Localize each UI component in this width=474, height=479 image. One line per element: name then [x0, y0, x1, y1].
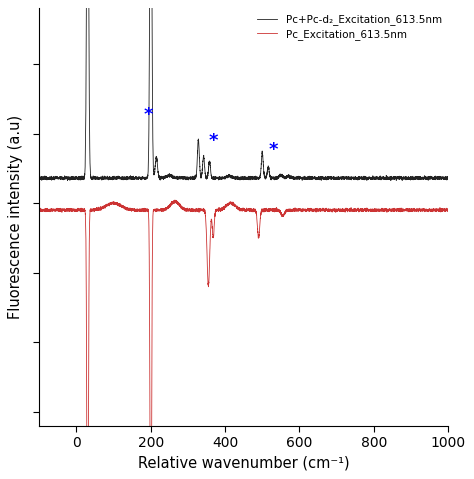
- Pc+Pc-d₂_Excitation_613.5nm: [184, 175, 190, 181]
- Y-axis label: Fluorescence intensity (a.u): Fluorescence intensity (a.u): [9, 115, 23, 319]
- Line: Pc+Pc-d₂_Excitation_613.5nm: Pc+Pc-d₂_Excitation_613.5nm: [39, 0, 448, 181]
- Pc_Excitation_613.5nm: [172, 197, 177, 203]
- Pc+Pc-d₂_Excitation_613.5nm: [445, 176, 451, 182]
- Pc+Pc-d₂_Excitation_613.5nm: [362, 176, 367, 182]
- Pc+Pc-d₂_Excitation_613.5nm: [296, 177, 302, 182]
- Pc+Pc-d₂_Excitation_613.5nm: [36, 175, 42, 181]
- Pc+Pc-d₂_Excitation_613.5nm: [278, 172, 284, 178]
- Pc_Excitation_613.5nm: [278, 213, 284, 218]
- X-axis label: Relative wavenumber (cm⁻¹): Relative wavenumber (cm⁻¹): [138, 456, 349, 471]
- Pc_Excitation_613.5nm: [36, 206, 42, 212]
- Pc_Excitation_613.5nm: [445, 208, 451, 214]
- Text: *: *: [144, 106, 153, 124]
- Legend: Pc+Pc-d₂_Excitation_613.5nm, Pc_Excitation_613.5nm: Pc+Pc-d₂_Excitation_613.5nm, Pc_Excitati…: [252, 11, 446, 44]
- Line: Pc_Excitation_613.5nm: Pc_Excitation_613.5nm: [39, 200, 448, 479]
- Pc_Excitation_613.5nm: [296, 207, 302, 213]
- Pc_Excitation_613.5nm: [340, 207, 346, 213]
- Pc+Pc-d₂_Excitation_613.5nm: [57, 175, 63, 181]
- Pc_Excitation_613.5nm: [362, 207, 367, 213]
- Pc+Pc-d₂_Excitation_613.5nm: [64, 178, 70, 183]
- Text: *: *: [209, 132, 218, 150]
- Text: *: *: [269, 140, 278, 159]
- Pc+Pc-d₂_Excitation_613.5nm: [340, 175, 346, 181]
- Pc_Excitation_613.5nm: [57, 207, 63, 213]
- Pc_Excitation_613.5nm: [184, 208, 190, 214]
